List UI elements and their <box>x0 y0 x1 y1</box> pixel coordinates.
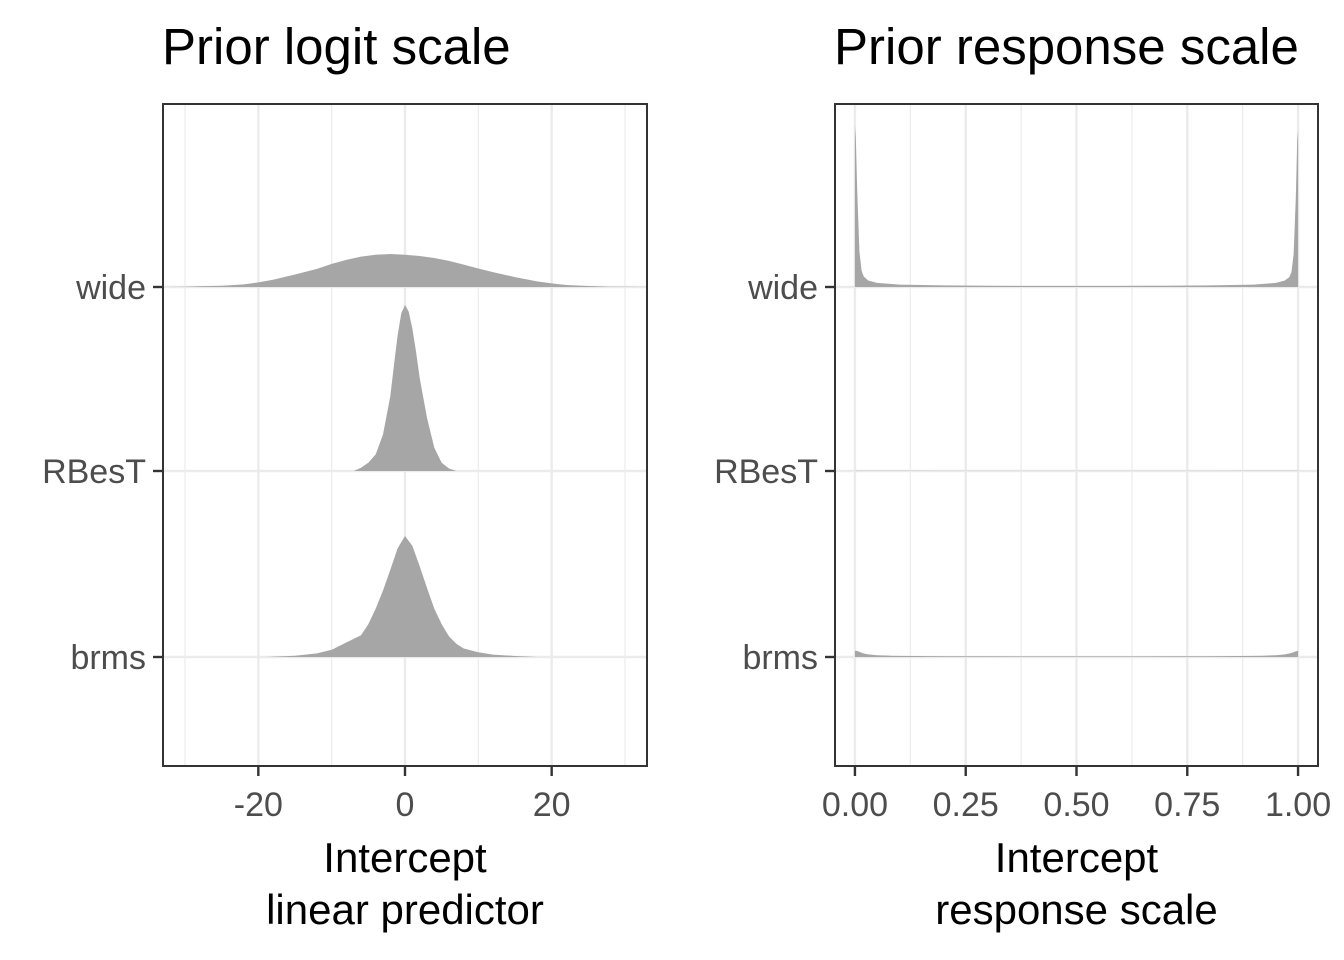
panel-title: Prior logit scale <box>162 18 511 75</box>
x-tick-label: 20 <box>533 786 571 824</box>
x-tick-label: 0 <box>396 786 415 824</box>
x-axis-label-line-1: Intercept <box>995 834 1159 881</box>
density-area-brms <box>854 650 1299 657</box>
panel-prior-logit-scale: Prior logit scale wide RBesT brms -20 0 20 I… <box>42 18 648 933</box>
density-ridges <box>854 125 1299 657</box>
y-tick-label-brms: brms <box>70 639 146 677</box>
y-tick-label-RBesT: RBesT <box>714 453 818 491</box>
x-axis-label-line-1: Intercept <box>323 834 487 881</box>
density-area-wide <box>163 254 647 287</box>
y-tick-label-brms: brms <box>742 639 818 677</box>
x-tick-label: 0.75 <box>1154 786 1220 824</box>
x-tick-label: 0.25 <box>933 786 999 824</box>
x-tick-label: -20 <box>234 786 283 824</box>
x-tick-label: 0.50 <box>1043 786 1109 824</box>
density-area-RBesT <box>353 305 457 471</box>
panel-title: Prior response scale <box>834 18 1299 75</box>
x-tick-label: 0.00 <box>822 786 888 824</box>
y-tick-label-wide: wide <box>747 269 818 307</box>
y-tick-label-wide: wide <box>75 269 146 307</box>
density-ridges <box>163 254 647 657</box>
y-axis-ticks: wide RBesT brms <box>42 269 163 677</box>
x-axis-ticks: -20 0 20 <box>234 766 571 824</box>
gridlines <box>835 104 1318 766</box>
x-axis-label-line-2: linear predictor <box>266 886 544 933</box>
y-axis-ticks: wide RBesT brms <box>714 269 835 677</box>
x-tick-label: 1.00 <box>1265 786 1331 824</box>
x-axis-ticks: 0.00 0.25 0.50 0.75 1.00 <box>822 766 1331 824</box>
density-area-brms <box>265 536 537 657</box>
y-tick-label-RBesT: RBesT <box>42 453 146 491</box>
x-axis-label-line-2: response scale <box>935 886 1218 933</box>
